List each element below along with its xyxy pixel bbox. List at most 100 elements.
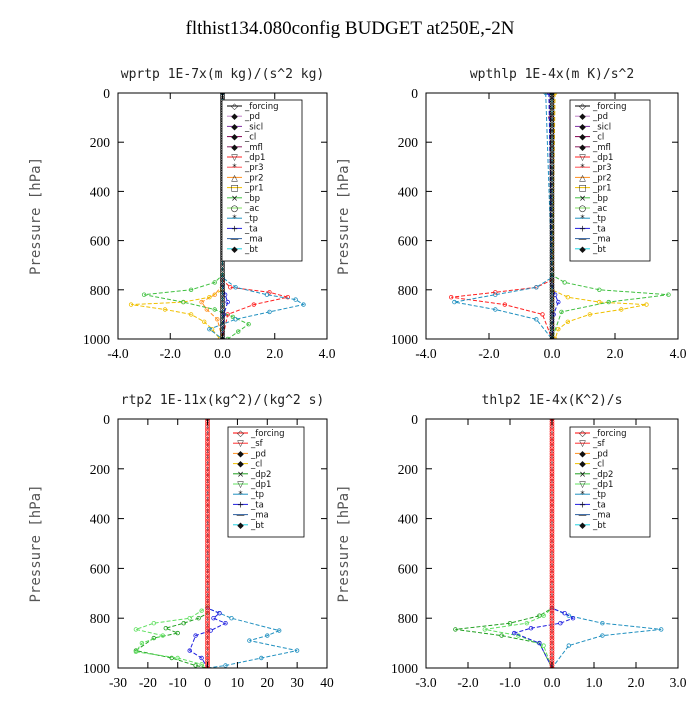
series-point (606, 299, 611, 305)
zero-line-marker (220, 302, 225, 307)
zero-line-marker (220, 321, 225, 327)
zero-line-marker (549, 615, 555, 621)
legend-marker: ◆ (237, 449, 244, 459)
zero-line-marker (549, 228, 555, 234)
zero-line-marker (549, 107, 555, 113)
series-group (133, 419, 300, 668)
series-point (565, 295, 570, 300)
series-point (229, 616, 234, 621)
series-group (453, 419, 664, 668)
zero-line-marker (549, 523, 555, 529)
zero-line-marker (549, 556, 555, 561)
zero-line-marker (205, 563, 210, 569)
series-point (267, 290, 272, 295)
zero-line-marker (549, 588, 555, 594)
series-point (587, 312, 592, 317)
zero-line-marker (549, 598, 555, 604)
series-point (233, 285, 238, 290)
zero-line-marker (205, 468, 210, 474)
zero-line-marker (549, 240, 555, 246)
y-tick-label: 0 (103, 412, 110, 427)
zero-line-marker (549, 655, 555, 661)
x-tick-label: 1.0 (586, 675, 603, 690)
series-point (217, 611, 222, 616)
zero-line-marker (549, 454, 555, 459)
zero-line-marker (220, 289, 225, 295)
legend: ◇ _forcing ▽ _sf ◆ _pd ◆ _cl × _dp2 ▽ _dp1 * _tp + _ta —… (227, 426, 305, 538)
series-point (502, 302, 507, 307)
zero-line-marker (205, 498, 210, 504)
zero-line-marker (205, 449, 210, 454)
legend-marker: ◆ (231, 112, 238, 122)
zero-line-marker (220, 262, 225, 268)
zero-line-marker (549, 174, 555, 179)
zero-line-marker (220, 324, 225, 330)
x-tick-label: -4.0 (415, 346, 437, 361)
zero-line-marker (549, 164, 555, 170)
zero-line-marker (205, 635, 210, 641)
legend-marker: ◆ (579, 521, 586, 531)
zero-line-marker (549, 576, 555, 581)
legend-marker: * (580, 490, 584, 500)
zero-line-marker (205, 446, 210, 452)
zero-line-marker (549, 326, 555, 332)
zero-line-marker (549, 284, 555, 290)
y-tick-label: 1000 (83, 661, 110, 676)
zero-line-marker (549, 481, 555, 487)
y-tick-label: 400 (398, 512, 419, 527)
x-tick-label: -30 (109, 675, 127, 690)
y-tick-label: 600 (398, 561, 419, 576)
x-tick-label: 2.0 (607, 346, 624, 361)
legend-marker: + (231, 224, 238, 234)
x-tick-label: 4.0 (670, 346, 687, 361)
zero-line-marker (549, 176, 555, 182)
series-point (559, 309, 564, 315)
zero-line-marker (549, 289, 555, 295)
y-tick-label: 400 (90, 512, 111, 527)
zero-line-marker (549, 216, 555, 221)
legend-label: _bp (592, 194, 608, 204)
zero-line-marker (549, 471, 555, 477)
y-tick-label: 200 (90, 135, 111, 150)
series-point (207, 295, 212, 300)
zero-line-marker (549, 640, 555, 646)
x-tick-label: 40 (320, 675, 334, 690)
zero-line-marker (205, 463, 210, 469)
series-point (233, 317, 238, 322)
legend-marker: ◇ (579, 429, 586, 439)
zero-line-marker (549, 105, 555, 111)
zero-line-marker (549, 628, 555, 634)
legend-label: _dp1 (592, 153, 613, 163)
zero-line-marker (549, 132, 555, 138)
zero-line-marker (205, 655, 210, 661)
series-point (169, 655, 174, 661)
zero-line-marker (549, 260, 555, 266)
zero-line-marker (205, 590, 210, 596)
zero-line-marker (205, 429, 210, 434)
zero-line-marker (549, 590, 555, 596)
legend-label: _pd (250, 449, 266, 459)
zero-line-marker (549, 536, 555, 541)
zero-line-marker (549, 120, 555, 125)
zero-line-marker (205, 458, 210, 464)
series-point (449, 295, 454, 300)
y-tick-label: 800 (398, 283, 419, 298)
panel-title: wprtp 1E-7x(m kg)/(s^2 kg) (121, 67, 325, 82)
series-point (133, 627, 139, 632)
zero-line-marker (549, 139, 555, 145)
zero-line-marker (205, 518, 210, 524)
zero-line-marker (549, 161, 555, 167)
chart-panel-2: wpthlp 1E-4x(m K)/s^2 Pressure [hPa] -4.0 -… (336, 67, 687, 361)
zero-line-marker (549, 102, 555, 108)
zero-line-marker (205, 600, 210, 606)
zero-line-marker (549, 633, 555, 638)
zero-line-marker (205, 643, 210, 648)
zero-line-marker (205, 638, 210, 643)
series-point (187, 648, 192, 653)
y-tick-label: 400 (90, 184, 111, 199)
zero-line-marker (549, 149, 555, 155)
zero-line-marker (549, 282, 555, 288)
series-line-bp (144, 93, 250, 339)
legend-marker: ◆ (579, 245, 586, 255)
zero-line-marker (549, 321, 555, 327)
